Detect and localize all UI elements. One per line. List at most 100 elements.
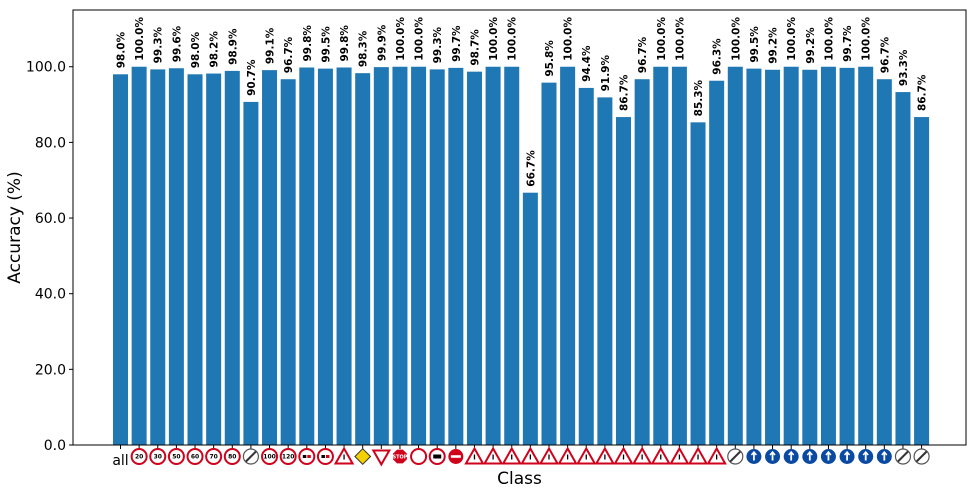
bar-end-speed-limit-80: [243, 101, 259, 446]
bar-speed-limit-30: [150, 69, 166, 445]
data-label: 86.7%: [917, 74, 929, 111]
data-label: 99.2%: [768, 27, 780, 64]
data-label: 100.0%: [414, 17, 426, 61]
sign-end-no-passing-icon: [894, 448, 912, 465]
data-label: 100.0%: [134, 17, 146, 61]
sign-speed-limit-20-icon: 20: [130, 448, 148, 465]
bar-children-crossing: [653, 66, 669, 446]
data-label: 99.8%: [339, 25, 351, 62]
sign-end-speed-limit-80-icon: [242, 448, 260, 465]
x-tick-label-all: all: [112, 453, 128, 469]
bar-speed-limit-70: [206, 73, 222, 446]
sign-keep-left-icon: [858, 449, 874, 464]
bar-dangerous-curve-left: [485, 66, 501, 446]
sign-no-passing-icon: [298, 448, 316, 465]
sign-dangerous-curve-right-icon: [501, 446, 522, 465]
data-label: 100.0%: [823, 17, 835, 61]
svg-text:STOP: STOP: [392, 455, 407, 461]
data-label: 99.1%: [265, 27, 277, 64]
sign-speed-limit-120-icon: 120: [279, 448, 297, 465]
plot-frame: [72, 9, 967, 446]
sign-priority-road-icon: [354, 448, 372, 465]
data-label: 99.7%: [451, 25, 463, 62]
sign-traffic-signals-icon: [613, 446, 634, 465]
data-label: 96.7%: [879, 36, 891, 73]
data-label: 98.9%: [227, 28, 239, 65]
bar-speed-limit-120: [280, 79, 296, 445]
bar-all: [113, 74, 128, 446]
data-label: 100.0%: [674, 17, 686, 61]
sign-road-narrows-right-icon: [576, 446, 597, 465]
data-label: 99.5%: [749, 26, 761, 63]
data-label: 99.3%: [153, 26, 165, 63]
y-axis: 0.0 20.0 40.0 60.0 80.0 100.0: [26, 60, 73, 454]
data-label: 98.0%: [190, 31, 202, 68]
data-label: 99.8%: [302, 25, 314, 62]
sign-speed-limit-50-icon: 50: [167, 448, 185, 465]
bar-turn-right-ahead: [746, 68, 762, 445]
bar-no-entry: [448, 67, 464, 446]
data-label: 100.0%: [656, 17, 668, 61]
sign-children-crossing-icon: [650, 446, 671, 465]
bar-straight-or-left: [820, 66, 836, 446]
data-label: 96.7%: [637, 36, 649, 73]
y-tick-label: 20.0: [35, 362, 66, 378]
data-label: 99.7%: [842, 25, 854, 62]
data-label: 99.2%: [805, 27, 817, 64]
y-tick-label: 100.0: [26, 60, 66, 76]
data-label: 100.0%: [563, 17, 575, 61]
bar-double-curve: [522, 192, 538, 445]
svg-text:30: 30: [154, 454, 162, 461]
sign-turn-left-ahead-icon: [765, 449, 781, 464]
bar-end-all-limits: [727, 66, 743, 446]
sign-slippery-road-icon: [557, 446, 578, 465]
svg-text:50: 50: [172, 454, 180, 461]
y-tick-label: 60.0: [35, 211, 66, 227]
data-label: 95.8%: [544, 40, 556, 77]
bar-straight-or-right: [802, 69, 818, 446]
bar-keep-left: [858, 66, 874, 446]
sign-keep-right-icon: [839, 449, 855, 464]
bar-speed-limit-100: [262, 70, 278, 445]
sign-speed-limit-80-icon: 80: [223, 448, 241, 465]
bar-end-no-passing: [895, 92, 911, 445]
sign-no-entry-icon: [448, 449, 464, 464]
data-label: 90.7%: [246, 59, 258, 96]
sign-straight-or-left-icon: [820, 449, 836, 464]
bar-no-trucks: [429, 69, 445, 445]
data-label: 99.5%: [320, 26, 332, 63]
x-axis-label: Class: [497, 469, 542, 489]
sign-stop-icon: STOP: [392, 449, 408, 464]
data-label: 100.0%: [786, 17, 798, 61]
sign-double-curve-icon: [520, 446, 541, 465]
data-label: 94.4%: [581, 45, 593, 82]
bar-speed-limit-50: [168, 68, 184, 445]
data-label: 100.0%: [395, 17, 407, 61]
sign-ice-snow-icon: [687, 446, 709, 465]
bar-traffic-signals: [616, 117, 632, 446]
data-label: 99.6%: [171, 25, 183, 62]
sign-bicycles-crossing-icon: [669, 446, 690, 465]
svg-text:70: 70: [209, 454, 217, 461]
sign-turn-right-ahead-icon: [746, 449, 762, 464]
data-label: 91.9%: [600, 54, 612, 91]
data-label: 96.3%: [712, 38, 724, 75]
bar-speed-limit-60: [187, 74, 203, 446]
sign-end-no-passing-trucks-icon: [913, 448, 930, 465]
x-axis: all 20 30 50 60 70 80 100 120 STOP: [112, 445, 930, 469]
data-label: 98.3%: [358, 30, 370, 67]
data-label: 99.3%: [432, 26, 444, 63]
sign-yield-icon: [371, 449, 392, 467]
bar-no-passing: [299, 67, 315, 445]
sign-wild-animals-icon: [706, 446, 727, 465]
bar-speed-limit-20: [131, 66, 147, 446]
sign-end-all-limits-icon: [727, 448, 744, 465]
bar-end-no-passing-trucks: [914, 117, 930, 446]
data-label: 66.7%: [525, 150, 537, 187]
sign-no-trucks-icon: [428, 448, 446, 465]
data-label: 99.9%: [376, 24, 388, 61]
sign-dangerous-curve-left-icon: [482, 446, 504, 465]
bar-yield: [373, 67, 389, 446]
data-label: 100.0%: [507, 17, 519, 61]
data-label: 96.7%: [283, 36, 295, 73]
